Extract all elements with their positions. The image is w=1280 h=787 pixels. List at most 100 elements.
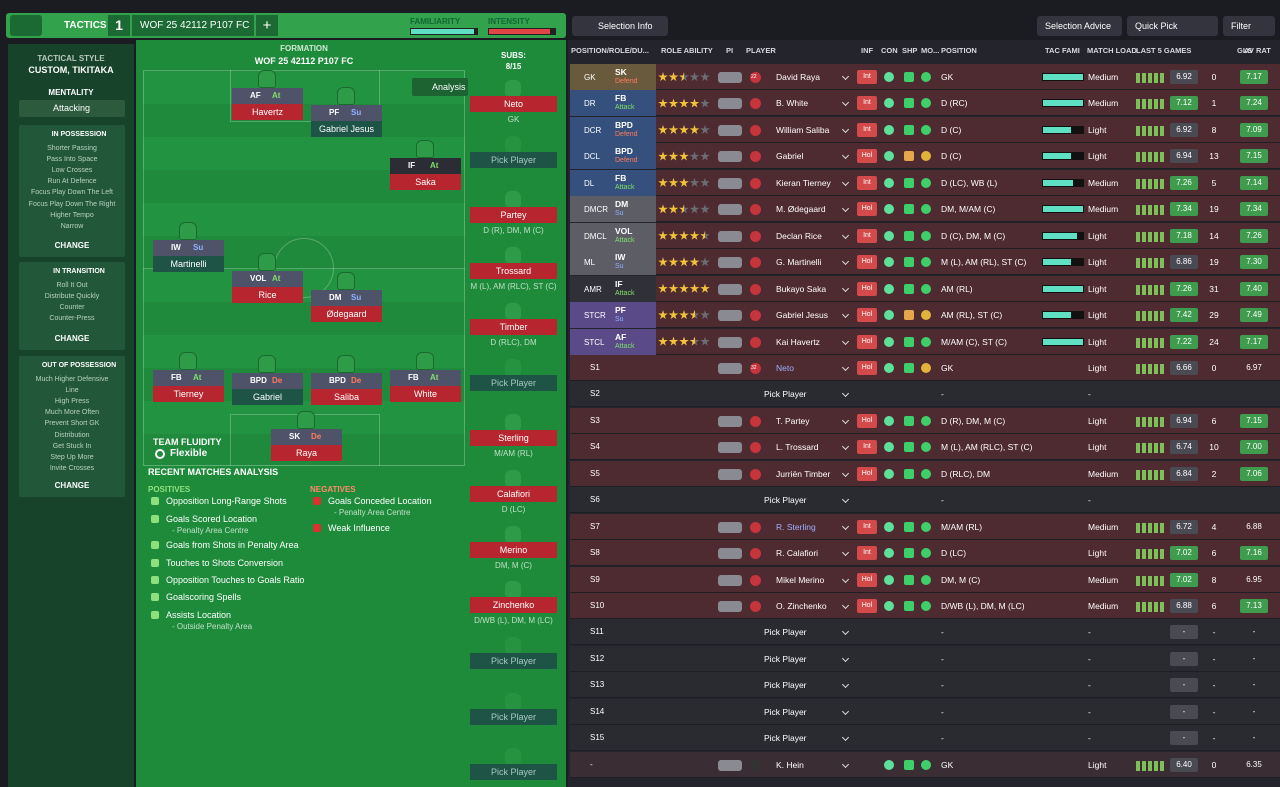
column-header[interactable]: GLS [1237,46,1253,55]
table-row[interactable] [570,672,1280,699]
player-name[interactable]: R. Calafiori [776,548,819,559]
change-button[interactable]: CHANGE [54,334,90,343]
column-header[interactable]: MATCH LOAD [1087,46,1137,55]
player-name[interactable]: Saka [390,174,461,190]
player-name[interactable]: Martinelli [153,256,224,272]
add-button[interactable]: + [256,15,278,36]
column-header[interactable]: TAC FAMI [1045,46,1080,55]
analysis-button[interactable]: Analysis [412,78,468,96]
player-name[interactable]: Pick Player [764,495,807,506]
role-bar[interactable] [153,370,224,386]
form-bar [1154,231,1158,242]
player-name[interactable]: T. Partey [776,415,810,426]
sub-name[interactable]: Pick Player [470,764,557,781]
player-name[interactable]: Pick Player [764,653,807,664]
star [679,257,689,267]
player-name[interactable]: Kai Havertz [776,336,820,347]
table-row[interactable] [570,725,1280,752]
star [700,283,710,293]
sub-name[interactable]: Timber [470,318,557,335]
formation-name[interactable]: WOF 25 42112 P107 FC [254,56,354,66]
column-header[interactable]: AV RAT [1244,46,1271,55]
sub-name[interactable]: Sterling [470,430,557,447]
sub-name[interactable]: Trossard [470,263,557,280]
sub-name[interactable]: Neto [470,96,557,112]
player-name[interactable]: Tierney [153,386,224,402]
player-name[interactable]: Neto [776,362,794,373]
sub-name[interactable]: Partey [470,207,557,224]
column-header[interactable]: PI [726,46,734,55]
player-name[interactable]: Gabriel Jesus [776,310,828,321]
player-name[interactable]: G. Martinelli [776,257,822,268]
toolbar-button[interactable]: Selection Info [572,16,668,36]
column-header[interactable]: CON [881,46,898,55]
column-header[interactable]: SHP [902,46,918,55]
analysis-title[interactable]: RECENT MATCHES ANALYSIS [148,467,279,477]
sub-name[interactable]: Pick Player [470,708,557,725]
table-row[interactable] [570,487,1280,514]
player-name[interactable]: Rice [232,287,303,303]
player-name[interactable]: Raya [271,445,342,461]
player-name[interactable]: Mikel Merino [776,574,825,585]
role-bar[interactable] [271,429,342,445]
player-name[interactable]: William Saliba [776,124,830,135]
mentality-select[interactable]: Attacking [19,100,125,117]
table-row[interactable] [570,645,1280,672]
table-row[interactable] [570,619,1280,646]
player-name[interactable]: L. Trossard [776,442,819,453]
player-name[interactable]: Pick Player [764,733,807,744]
column-header[interactable]: POSITION [941,46,977,55]
player-name[interactable]: Ødegaard [311,306,382,322]
sub-name[interactable]: Pick Player [470,653,557,669]
player-name[interactable]: M. Ødegaard [776,204,826,215]
player-name[interactable]: O. Zinchenko [776,601,827,611]
role-bar[interactable] [153,240,224,256]
role-bar[interactable] [311,373,382,389]
player-name[interactable]: Pick Player [764,706,807,717]
column-header[interactable]: INF [861,46,874,55]
role-bar[interactable] [232,373,303,389]
player-name[interactable]: Bukayo Saka [776,283,827,294]
change-button[interactable]: CHANGE [54,241,90,250]
role-bar[interactable] [232,88,303,104]
column-header[interactable]: MO... [921,46,940,55]
player-name[interactable]: Pick Player [764,389,807,400]
column-header[interactable]: LAST 5 GAMES [1136,46,1192,55]
player-name[interactable]: Saliba [311,389,382,405]
player-name[interactable]: Declan Rice [776,230,822,241]
player-name[interactable]: B. White [776,98,809,109]
player-name[interactable]: Jurriën Timber [776,468,831,479]
player-name[interactable]: Gabriel Jesus [311,121,382,137]
role-bar[interactable] [311,105,382,121]
change-button[interactable]: CHANGE [54,481,90,490]
role-bar[interactable] [390,158,461,174]
back-button[interactable] [10,15,42,36]
player-name[interactable]: White [390,386,461,402]
table-row[interactable] [570,381,1280,408]
sharpness-icon [904,521,914,532]
sub-name[interactable]: Merino [470,541,557,558]
player-name[interactable]: Gabriel [776,151,804,162]
sub-name[interactable]: Calafiori [470,485,557,502]
sub-name[interactable]: Zinchenko [470,597,557,614]
player-name[interactable]: Gabriel [232,389,303,405]
role-bar[interactable] [311,290,382,306]
player-name[interactable]: Kieran Tierney [776,177,831,188]
player-name[interactable]: Pick Player [764,627,807,638]
sub-name[interactable]: Pick Player [470,151,557,168]
toolbar-button[interactable]: Filter [1223,16,1275,36]
table-row[interactable] [570,698,1280,725]
toolbar-button[interactable]: Quick Pick [1127,16,1218,36]
column-header[interactable]: PLAYER [746,46,776,55]
player-name[interactable]: David Raya [776,72,820,82]
toolbar-button[interactable]: Selection Advice [1037,16,1122,36]
player-name[interactable]: Pick Player [764,680,807,691]
role-bar[interactable] [232,271,303,287]
player-name[interactable]: K. Hein [776,759,804,770]
column-header[interactable]: ROLE ABILITY [661,46,713,55]
player-name[interactable]: R. Sterling [776,521,816,532]
sub-name[interactable]: Pick Player [470,374,557,391]
role-bar[interactable] [390,370,461,386]
column-header[interactable]: POSITION/ROLE/DU... [571,46,649,55]
player-name[interactable]: Havertz [232,104,303,120]
